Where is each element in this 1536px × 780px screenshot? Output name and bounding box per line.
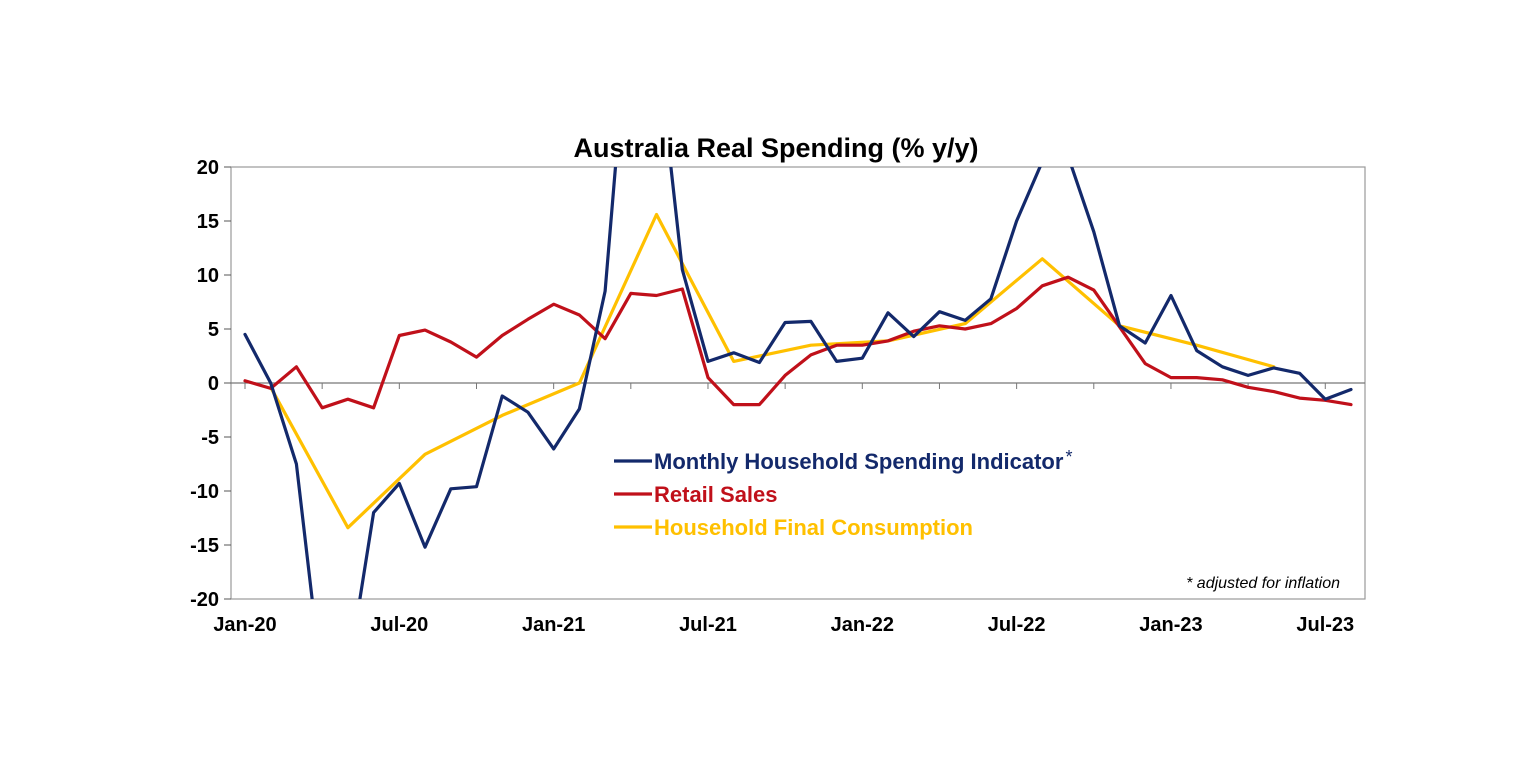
x-tick-label: Jul-22	[988, 614, 1046, 636]
series-line-retail-sales	[243, 275, 1353, 410]
y-tick-label: 10	[197, 265, 219, 287]
y-tick-label: -5	[201, 427, 219, 449]
series-layer	[243, 167, 1353, 599]
footnote: * adjusted for inflation	[1186, 575, 1340, 592]
y-tick-label: 15	[197, 211, 219, 233]
chart-title: Australia Real Spending (% y/y)	[573, 133, 978, 163]
y-tick-label: -20	[190, 589, 219, 611]
x-axis: Jan-20 Jul-20 Jan-21 Jul-21 Jan-22 Jul-22 Jan-…	[213, 383, 1354, 636]
legend-label: Monthly Household Spending Indicator	[654, 449, 1064, 474]
legend-label: Household Final Consumption	[654, 515, 973, 540]
y-tick-label: 20	[197, 157, 219, 179]
x-tick-label: Jul-20	[370, 614, 428, 636]
x-tick-label: Jan-22	[831, 614, 894, 636]
series-line-household-final-consumption	[269, 212, 1276, 530]
series-line-monthly-household-spending-indicator	[243, 167, 1353, 599]
x-tick-label: Jul-21	[679, 614, 737, 636]
y-tick-label: 5	[208, 319, 219, 341]
legend: Monthly Household Spending Indicator * Ret…	[614, 447, 1072, 540]
y-tick-label: 0	[208, 373, 219, 395]
legend-asterisk: *	[1065, 447, 1072, 467]
x-tick-label: Jan-23	[1139, 614, 1202, 636]
x-tick-label: Jan-20	[213, 614, 276, 636]
y-tick-label: -10	[190, 481, 219, 503]
y-axis: 20 15 10 5 0 -5 -10 -15 -20	[190, 157, 231, 611]
x-tick-label: Jul-23	[1296, 614, 1354, 636]
y-tick-label: -15	[190, 535, 219, 557]
legend-label: Retail Sales	[654, 482, 778, 507]
x-tick-label: Jan-21	[522, 614, 585, 636]
